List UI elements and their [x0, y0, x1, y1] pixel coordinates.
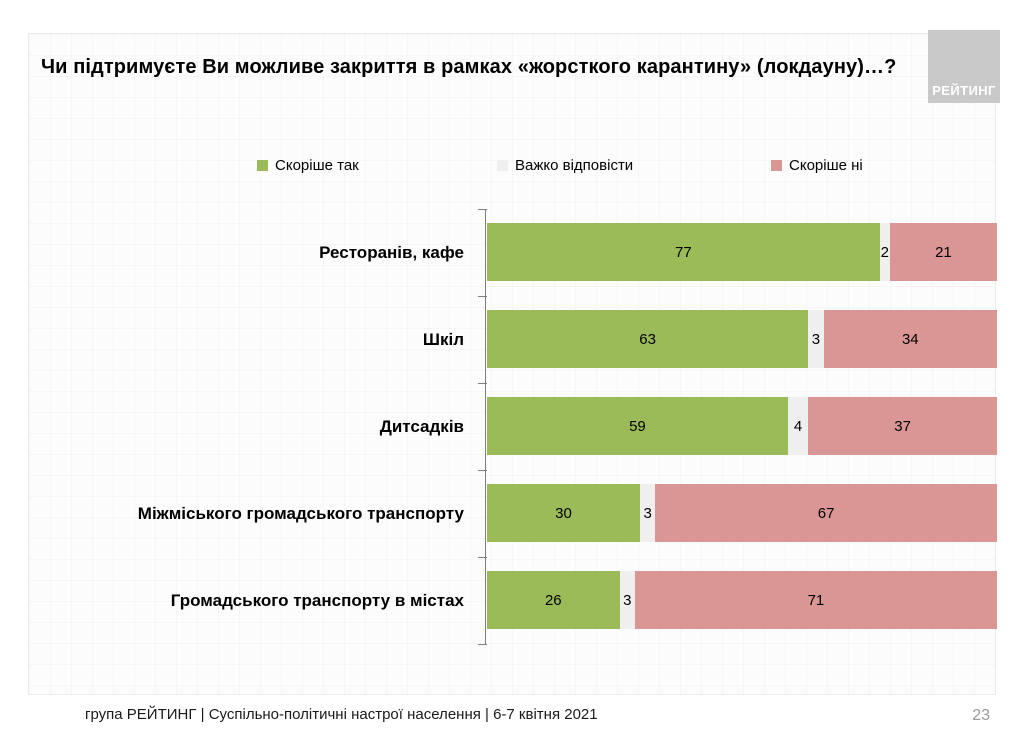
bar-track: 77 2 21 — [487, 223, 997, 281]
value-label: 67 — [817, 504, 835, 522]
bar-segment-1: 4 — [787, 397, 809, 455]
value-label: 3 — [643, 504, 652, 522]
bar-segment-0: 26 — [487, 571, 620, 629]
value-label: 21 — [935, 243, 952, 261]
category-label: Дитсадків — [379, 416, 464, 436]
value-label: 34 — [901, 330, 919, 348]
value-label: 37 — [894, 417, 911, 435]
chart-row: Дитсадків 59 4 37 — [29, 383, 997, 470]
bar-segment-1: 3 — [619, 571, 635, 629]
axis-tick — [478, 644, 487, 645]
bar-segment-0: 30 — [487, 484, 640, 542]
chart-row: Ресторанів, кафе 77 2 21 — [29, 209, 997, 296]
bar-segment-0: 59 — [487, 397, 788, 455]
value-label: 26 — [544, 591, 562, 609]
value-label: 59 — [629, 417, 646, 435]
category-axis-line — [485, 209, 486, 644]
category-label: Міжміського громадського транспорту — [137, 503, 464, 523]
legend-swatch-green — [257, 159, 268, 171]
bar-segment-2: 37 — [808, 397, 997, 455]
chart-plot: Ресторанів, кафе 77 2 21 Шкіл 63 3 34 Дитсадків 5… — [29, 209, 997, 649]
bar-segment-1: 2 — [879, 223, 890, 281]
bar-segment-1: 3 — [640, 484, 656, 542]
value-label: 30 — [555, 504, 572, 522]
value-label: 63 — [639, 330, 656, 348]
value-label: 77 — [675, 243, 692, 261]
legend-label: Важко відповісти — [515, 156, 634, 174]
legend-item-hard-to-say: Важко відповісти — [497, 154, 633, 176]
rating-logo-text: РЕЙТИНГ — [932, 83, 996, 98]
value-label: 3 — [623, 591, 632, 609]
category-label: Громадського транспорту в містах — [170, 590, 464, 610]
legend-swatch-gray — [497, 159, 508, 171]
value-label: 2 — [880, 243, 889, 261]
slide: Чи підтримуєте Ви можливе закриття в рам… — [28, 33, 997, 695]
bar-track: 30 3 67 — [487, 484, 997, 542]
legend-swatch-pink — [771, 159, 782, 171]
axis-tick — [478, 296, 487, 297]
chart-row: Міжміського громадського транспорту 30 3 67 — [29, 470, 997, 557]
bar-segment-1: 3 — [808, 310, 824, 368]
axis-tick — [478, 383, 487, 384]
bar-segment-2: 21 — [889, 223, 997, 281]
axis-tick — [478, 209, 487, 210]
category-label: Ресторанів, кафе — [319, 242, 464, 262]
bar-track: 26 3 71 — [487, 571, 997, 629]
legend: Скоріше так Важко відповісти Скоріше ні — [29, 154, 995, 176]
bar-segment-0: 77 — [487, 223, 880, 281]
chart-row: Шкіл 63 3 34 — [29, 296, 997, 383]
axis-tick — [478, 557, 487, 558]
bar-track: 63 3 34 — [487, 310, 997, 368]
legend-label: Скоріше ні — [789, 156, 863, 174]
bar-segment-2: 67 — [655, 484, 997, 542]
bar-track: 59 4 37 — [487, 397, 997, 455]
legend-label: Скоріше так — [275, 156, 359, 174]
value-label: 4 — [793, 417, 803, 435]
value-label: 3 — [811, 330, 821, 348]
bar-segment-0: 63 — [487, 310, 809, 368]
legend-item-rather-yes: Скоріше так — [257, 154, 359, 176]
page-number: 23 — [972, 707, 990, 724]
footer-source: група РЕЙТИНГ | Суспільно-політичні наст… — [85, 706, 598, 723]
value-label: 71 — [807, 591, 825, 609]
bar-segment-2: 34 — [823, 310, 997, 368]
legend-item-rather-no: Скоріше ні — [771, 154, 863, 176]
axis-tick — [478, 470, 487, 471]
category-label: Шкіл — [422, 329, 464, 349]
chart-row: Громадського транспорту в містах 26 3 71 — [29, 557, 997, 644]
page-title: Чи підтримуєте Ви можливе закриття в рам… — [41, 56, 897, 78]
bar-segment-2: 71 — [634, 571, 997, 629]
rating-logo: РЕЙТИНГ — [928, 30, 1000, 103]
